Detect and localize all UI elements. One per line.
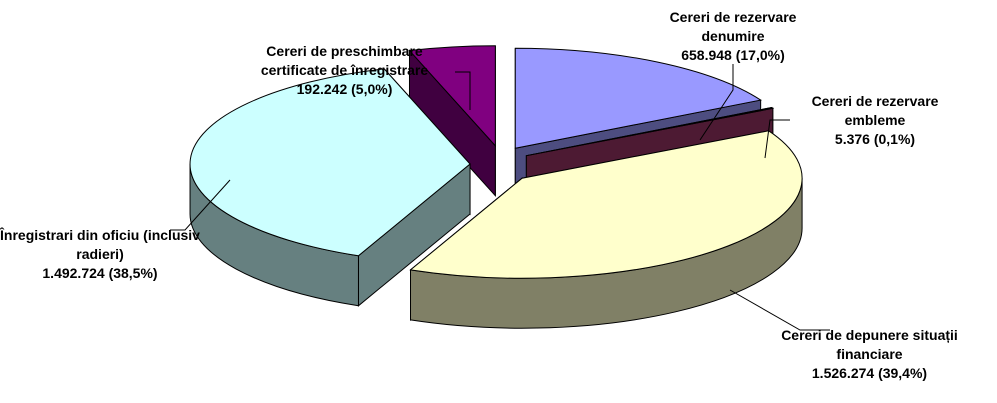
leader-lines	[170, 64, 830, 331]
category-label: Cereri de depunere situații financiare	[781, 327, 958, 362]
slice	[409, 130, 803, 279]
category-label: Cereri de rezervare embleme	[811, 93, 939, 128]
value-label: 1.526.274 (39,4%)	[811, 365, 928, 381]
value-label: 5.376 (0,1%)	[834, 131, 916, 147]
slice	[526, 106, 775, 157]
category-label: Înregistrari din oficiu (inclusiv radier…	[0, 227, 200, 262]
slice-label: Cereri de rezervare denumire 658.948 (17,…	[653, 8, 813, 65]
slice-label: Cereri de rezervare embleme 5.376 (0,1%)	[790, 92, 960, 149]
leader-line	[455, 71, 471, 110]
leader-line	[729, 289, 830, 331]
slice	[189, 68, 471, 257]
value-label: 192.242 (5,0%)	[296, 81, 393, 97]
slice-label: Cereri de depunere situații financiare 1.…	[762, 326, 977, 383]
leader-line	[699, 64, 734, 141]
slice	[514, 47, 762, 149]
slice-label: Înregistrari din oficiu (inclusiv radier…	[0, 226, 200, 283]
slice-label: Cereri de preschimbare certificate de în…	[232, 42, 457, 99]
leader-line	[764, 119, 790, 159]
slice	[408, 45, 496, 148]
category-label: Cereri de rezervare denumire	[669, 9, 797, 44]
leader-line	[170, 179, 231, 231]
category-label: Cereri de preschimbare certificate de în…	[260, 43, 429, 78]
value-label: 1.492.724 (38,5%)	[42, 265, 158, 281]
value-label: 658.948 (17,0%)	[681, 47, 785, 63]
